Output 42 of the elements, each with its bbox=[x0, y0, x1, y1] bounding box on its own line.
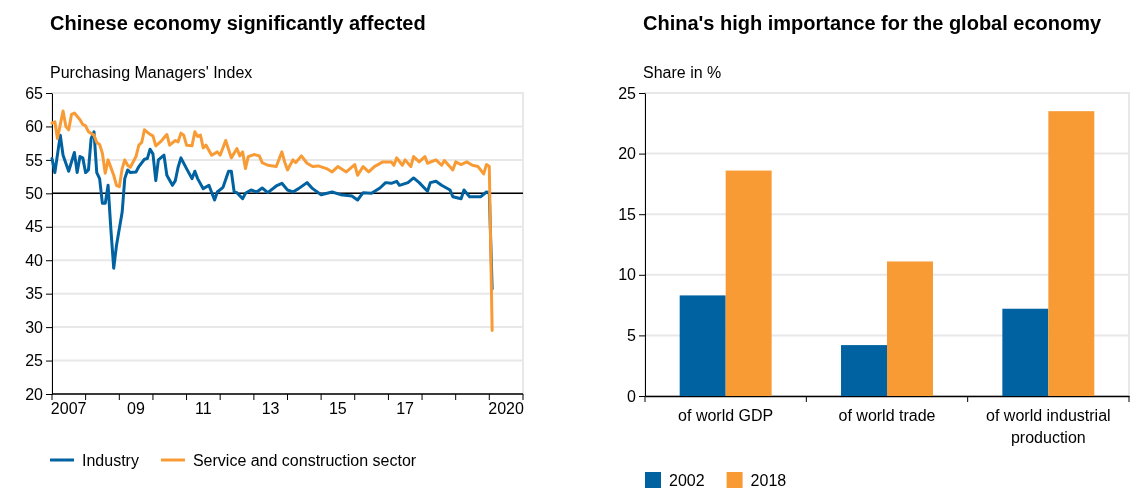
y-tick-label: 15 bbox=[618, 205, 637, 223]
x-tick-label: of world GDP bbox=[678, 407, 774, 425]
x-tick-label: 2007 bbox=[50, 400, 87, 418]
line-series bbox=[50, 109, 494, 332]
bar bbox=[841, 345, 887, 396]
x-tick-label: 2020 bbox=[488, 400, 524, 418]
x-tick-label: 17 bbox=[396, 400, 415, 418]
y-tick-label: 20 bbox=[618, 145, 637, 163]
x-tick-label: 13 bbox=[261, 400, 280, 418]
y-tick-label: 5 bbox=[627, 327, 637, 345]
chart-title: China's high importance for the global economy bbox=[643, 12, 1103, 34]
y-tick-label: 65 bbox=[25, 84, 44, 102]
y-tick-label: 50 bbox=[25, 184, 44, 202]
bar bbox=[887, 261, 933, 396]
x-tick-label: of world industrial production bbox=[986, 407, 1111, 446]
chart-title: Chinese economy significantly affected bbox=[50, 12, 426, 34]
x-tick-label: of world trade bbox=[838, 407, 936, 425]
y-tick-label: 40 bbox=[25, 251, 44, 269]
x-tick-label: 09 bbox=[127, 400, 145, 418]
y-tick-label: 55 bbox=[25, 151, 44, 169]
y-tick-label: 30 bbox=[25, 318, 44, 336]
legend-label: 2002 bbox=[669, 471, 705, 489]
bar bbox=[1048, 111, 1095, 396]
y-tick-label: 0 bbox=[627, 387, 637, 405]
legend-label: Industry bbox=[82, 451, 139, 469]
x-tick-label: 15 bbox=[328, 400, 347, 418]
line-series bbox=[50, 130, 494, 291]
y-axis-title: Share in % bbox=[643, 64, 722, 81]
legend-label: Service and construction sector bbox=[192, 451, 417, 469]
bar bbox=[679, 295, 726, 396]
y-axis-title: Purchasing Managers' Index bbox=[50, 64, 253, 81]
y-tick-label: 20 bbox=[25, 385, 44, 403]
y-tick-label: 60 bbox=[25, 118, 44, 136]
legend-label: 2018 bbox=[750, 471, 787, 489]
y-tick-label: 25 bbox=[618, 84, 637, 102]
bar bbox=[1002, 308, 1049, 396]
y-tick-label: 25 bbox=[25, 352, 44, 370]
y-tick-label: 45 bbox=[25, 218, 44, 236]
bar bbox=[725, 170, 772, 396]
y-tick-label: 10 bbox=[618, 266, 637, 284]
y-tick-label: 35 bbox=[25, 285, 44, 303]
x-tick-label: 11 bbox=[194, 400, 212, 418]
